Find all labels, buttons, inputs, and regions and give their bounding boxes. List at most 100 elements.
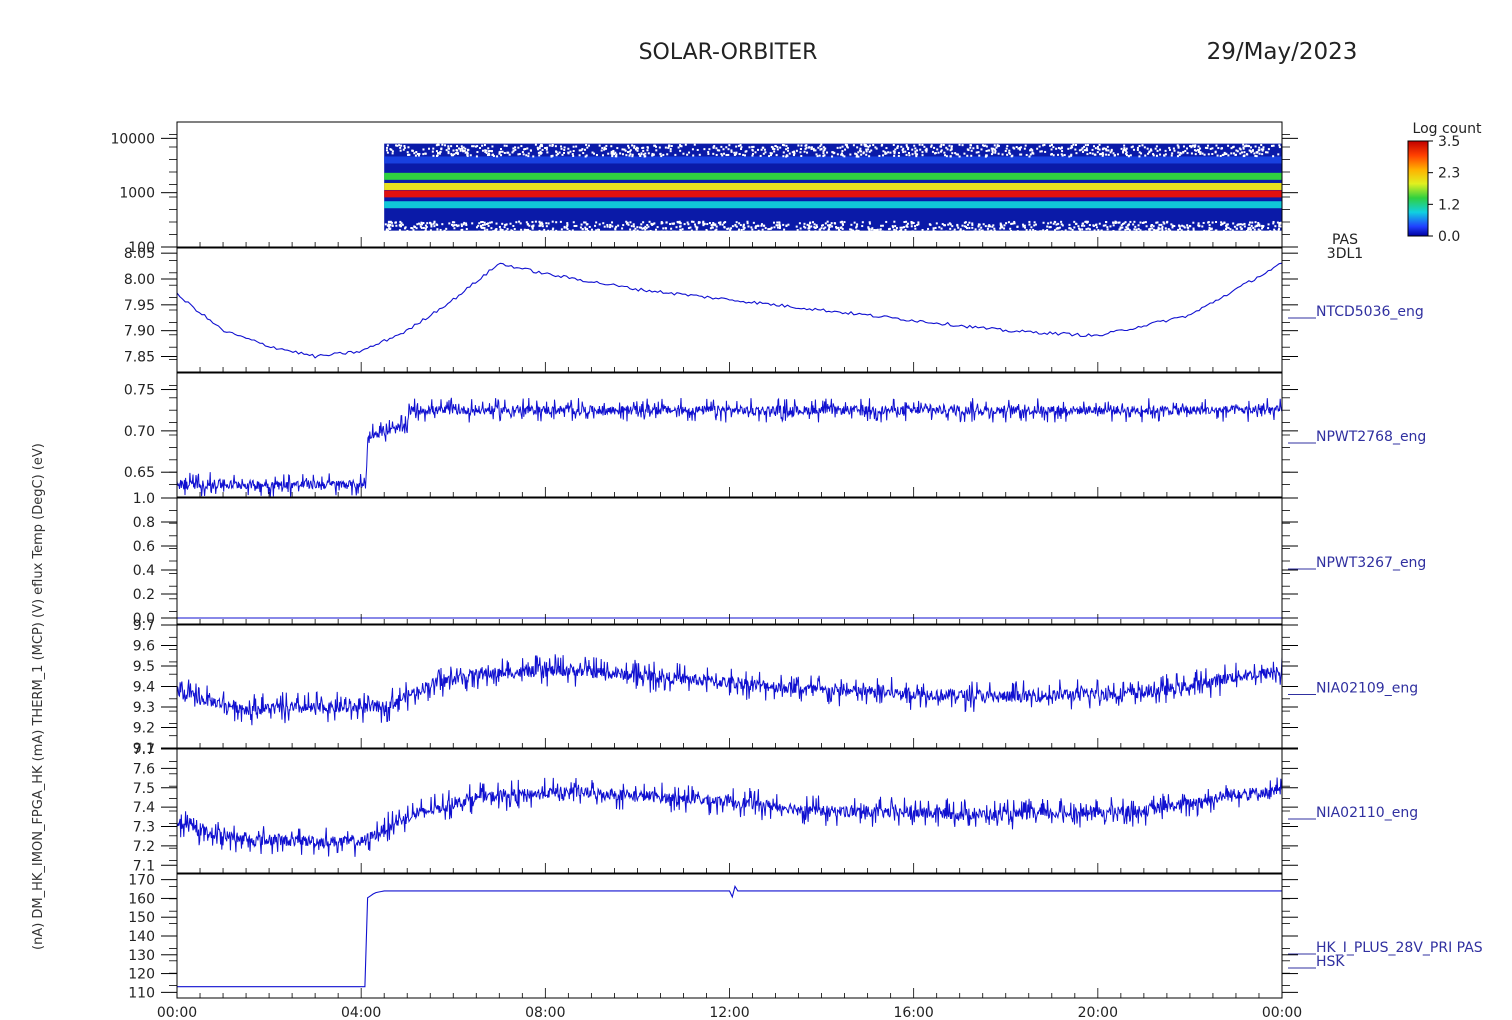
speckle [1152,154,1155,157]
speckle [501,222,504,225]
speckle [698,153,701,156]
speckle [1140,152,1143,155]
speckle [813,149,816,152]
speckle [940,227,943,230]
speckle [395,144,398,147]
speckle [733,151,736,154]
speckle [1029,153,1032,156]
speckle [1106,226,1109,229]
speckle [541,223,544,226]
speckle [991,151,994,154]
speckle [1001,226,1004,229]
speckle [835,227,838,230]
speckle [868,144,871,147]
speckle [539,145,542,148]
speckle [1124,228,1127,231]
speckle [800,144,803,147]
speckle [1042,144,1045,147]
speckle [1109,151,1112,154]
speckle [820,227,823,230]
speckle [1208,224,1211,227]
speckle [814,230,817,233]
speckle [631,155,634,158]
speckle [946,148,949,151]
speckle [414,154,417,157]
speckle [980,226,983,229]
speckle [992,224,995,227]
speckle [665,230,668,233]
speckle [1137,227,1140,230]
speckle [598,228,601,231]
speckle [1241,151,1244,154]
speckle [1162,221,1165,224]
speckle [776,224,779,227]
speckle [555,221,558,224]
speckle [1018,146,1021,149]
speckle [1039,230,1042,233]
speckle [814,149,817,152]
speckle [1102,147,1105,150]
speckle [795,149,798,152]
speckle [730,150,733,153]
speckle [433,220,436,223]
speckle [1102,153,1105,156]
speckle [560,145,563,148]
speckle [724,221,727,224]
speckle [940,149,943,152]
speckle [856,146,859,149]
speckle [453,224,456,227]
speckle [425,225,428,228]
speckle [1164,149,1167,152]
speckle [499,229,502,232]
speckle [1211,221,1214,224]
speckle [1089,152,1092,155]
y-tick-label: 120 [128,967,155,983]
speckle [561,153,564,156]
speckle [529,230,532,233]
speckle [795,225,798,228]
speckle [1223,221,1226,224]
speckle [399,220,402,223]
speckle [1246,229,1249,232]
speckle [1239,223,1242,226]
speckle [386,151,389,154]
speckle [523,148,526,151]
speckle [1157,226,1160,229]
speckle [1236,150,1239,153]
speckle [611,221,614,224]
speckle [566,223,569,226]
panel-stack: PAS3DL1100001000100NTCD5036_eng8.058.007… [110,121,1483,1001]
speckle [1198,225,1201,228]
speckle [398,229,401,232]
speckle [1069,227,1072,230]
speckle [667,146,670,149]
speckle [1141,221,1144,224]
speckle [519,222,522,225]
speckle [760,223,763,226]
speckle [1098,143,1101,146]
speckle [850,228,853,231]
speckle [702,224,705,227]
speckle [464,151,467,154]
speckle [827,228,830,231]
speckle [1258,223,1261,226]
speckle [537,148,540,151]
speckle [398,144,401,147]
speckle [1192,144,1195,147]
speckle [1207,221,1210,224]
speckle [1249,146,1252,149]
speckle [797,144,800,147]
speckle [799,148,802,151]
speckle [586,146,589,149]
speckle [1015,146,1018,149]
speckle [1176,144,1179,147]
speckle [914,150,917,153]
speckle [943,224,946,227]
speckle [642,146,645,149]
speckle [940,145,943,148]
speckle [514,148,517,151]
speckle [1205,230,1208,233]
speckle [633,230,636,233]
speckle [630,225,633,228]
